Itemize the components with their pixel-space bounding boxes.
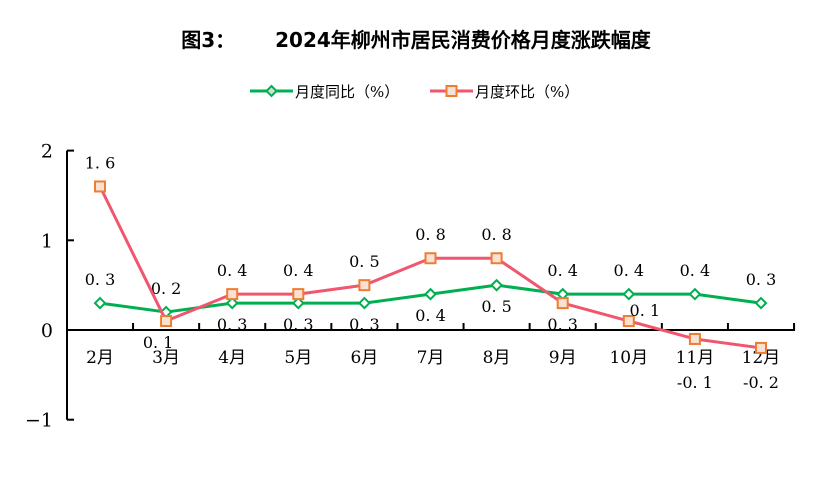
x-tick-label: 6月 — [350, 348, 378, 368]
data-point-square — [358, 279, 371, 292]
data-label: 0. 1 — [630, 301, 661, 320]
y-tick-label: 2 — [41, 141, 53, 163]
data-label: 0. 8 — [481, 225, 512, 244]
data-label: 0. 4 — [283, 261, 314, 280]
data-label: 0. 3 — [217, 315, 248, 334]
data-point-diamond — [424, 287, 437, 301]
data-point-square — [226, 288, 239, 301]
data-label: 0. 3 — [547, 315, 578, 334]
legend-label: 月度环比（%） — [475, 83, 579, 101]
data-point-square — [490, 252, 503, 265]
data-point-diamond — [291, 296, 305, 310]
x-tick-label: 3月 — [152, 348, 180, 368]
data-point-diamond — [622, 287, 636, 301]
x-tick-label: 9月 — [549, 348, 577, 368]
legend-label: 月度同比（%） — [295, 83, 399, 101]
y-tick-label: −1 — [25, 410, 53, 432]
data-point-square — [160, 315, 173, 328]
data-point-square — [755, 341, 767, 354]
data-point-square — [424, 252, 437, 265]
x-tick-label: 12月 — [742, 348, 781, 368]
x-tick-label: 7月 — [417, 348, 445, 368]
x-tick-label: 5月 — [284, 348, 312, 368]
data-point-diamond — [688, 287, 702, 301]
x-tick-label: 2月 — [86, 348, 114, 368]
data-label: 0. 8 — [415, 225, 446, 244]
data-label: 1. 6 — [85, 153, 116, 172]
data-point-diamond — [754, 296, 768, 310]
data-point-diamond — [93, 296, 107, 310]
x-tick-label: 11月 — [676, 348, 715, 368]
data-label: 0. 3 — [283, 315, 314, 334]
figure-number: 图3： — [181, 28, 236, 52]
x-tick-label: 8月 — [483, 348, 511, 368]
data-point-square — [94, 180, 106, 193]
y-tick-label: 1 — [41, 230, 53, 252]
data-label: 0. 4 — [614, 261, 645, 280]
data-label: -0. 1 — [677, 373, 713, 392]
x-tick-label: 10月 — [609, 348, 648, 368]
data-label: 0. 3 — [349, 315, 380, 334]
data-label: 0. 4 — [680, 261, 711, 280]
data-label: 0. 5 — [349, 252, 380, 271]
legend-square-marker — [445, 85, 458, 97]
data-point-square — [622, 315, 635, 328]
data-point-diamond — [490, 278, 504, 292]
data-label: 0. 4 — [415, 306, 446, 325]
data-label: 0. 3 — [85, 270, 116, 289]
data-label: 0. 1 — [143, 333, 174, 352]
data-label: 0. 5 — [481, 297, 512, 316]
data-point-diamond — [225, 296, 239, 310]
data-label: 0. 4 — [217, 261, 248, 280]
chart-title: 图3： 2024年柳州市居民消费价格月度涨跌幅度 — [0, 24, 832, 53]
data-point-square — [688, 332, 701, 345]
y-tick-label: 0 — [41, 320, 53, 342]
data-point-square — [556, 297, 569, 310]
legend-diamond-marker — [265, 84, 278, 98]
data-label: 0. 2 — [151, 279, 182, 298]
x-tick-label: 4月 — [218, 348, 246, 368]
data-label: 0. 3 — [746, 270, 777, 289]
data-label: -0. 2 — [743, 373, 779, 392]
data-label: 0. 4 — [547, 261, 578, 280]
title-text: 2024年柳州市居民消费价格月度涨跌幅度 — [275, 28, 651, 52]
data-point-diamond — [357, 296, 371, 310]
data-point-square — [292, 288, 305, 301]
